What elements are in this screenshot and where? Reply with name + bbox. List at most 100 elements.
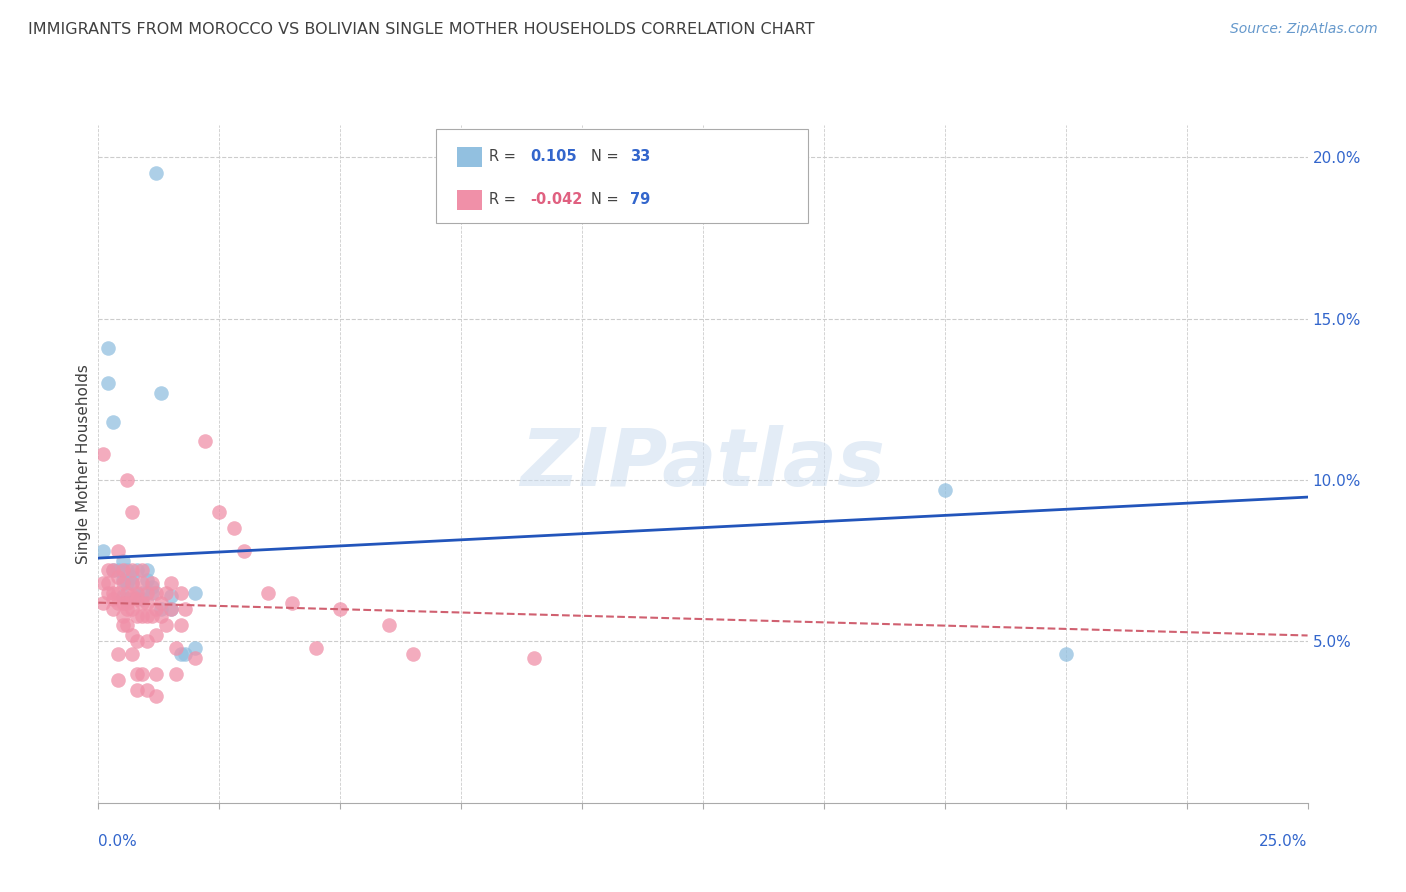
Point xyxy=(111,573,134,587)
Point xyxy=(165,666,187,681)
Point xyxy=(121,589,143,603)
Point xyxy=(111,554,134,568)
Point xyxy=(184,650,207,665)
Point xyxy=(169,586,191,600)
Point xyxy=(141,608,163,623)
Point xyxy=(208,505,231,519)
Point xyxy=(117,473,139,487)
Point xyxy=(194,434,217,449)
Point xyxy=(121,648,143,662)
Point xyxy=(141,580,163,594)
Point xyxy=(117,596,139,610)
Point xyxy=(145,166,167,180)
Text: IMMIGRANTS FROM MOROCCO VS BOLIVIAN SINGLE MOTHER HOUSEHOLDS CORRELATION CHART: IMMIGRANTS FROM MOROCCO VS BOLIVIAN SING… xyxy=(28,22,814,37)
Point xyxy=(101,602,124,616)
Point xyxy=(135,682,157,697)
Point xyxy=(101,586,124,600)
Point xyxy=(184,586,207,600)
Point xyxy=(145,628,167,642)
Point xyxy=(127,682,149,697)
Point xyxy=(329,602,352,616)
Text: N =: N = xyxy=(591,150,619,164)
Point xyxy=(127,608,149,623)
Point xyxy=(121,563,143,577)
Point xyxy=(121,570,143,584)
Point xyxy=(184,640,207,655)
Point xyxy=(101,592,124,607)
Point xyxy=(222,521,245,535)
Point xyxy=(160,589,183,603)
Point xyxy=(145,586,167,600)
Point xyxy=(135,563,157,577)
Point xyxy=(111,608,134,623)
Point xyxy=(377,618,399,632)
Point xyxy=(169,618,191,632)
Point xyxy=(131,596,153,610)
Point xyxy=(127,589,149,603)
Point xyxy=(117,586,139,600)
Point xyxy=(150,608,173,623)
Point xyxy=(305,640,328,655)
Point xyxy=(131,576,153,591)
Point xyxy=(97,576,120,591)
Point xyxy=(91,544,114,558)
Point xyxy=(101,563,124,577)
Text: -0.042: -0.042 xyxy=(530,193,582,207)
Point xyxy=(402,648,425,662)
Point xyxy=(135,596,157,610)
Text: N =: N = xyxy=(591,193,619,207)
Point xyxy=(97,586,120,600)
Text: ZIPatlas: ZIPatlas xyxy=(520,425,886,503)
Point xyxy=(91,596,114,610)
Text: 25.0%: 25.0% xyxy=(1260,834,1308,849)
Point xyxy=(111,576,134,591)
Point xyxy=(135,586,157,600)
Point xyxy=(127,592,149,607)
Point xyxy=(281,596,304,610)
Point xyxy=(97,563,120,577)
Point xyxy=(131,586,153,600)
Point xyxy=(934,483,956,497)
Point xyxy=(145,602,167,616)
Point xyxy=(174,648,197,662)
Point xyxy=(111,596,134,610)
Point xyxy=(101,563,124,577)
Point xyxy=(101,415,124,429)
Point xyxy=(107,586,129,600)
Text: Source: ZipAtlas.com: Source: ZipAtlas.com xyxy=(1230,22,1378,37)
Point xyxy=(131,666,153,681)
Point xyxy=(256,586,278,600)
Point xyxy=(232,544,254,558)
Point xyxy=(91,576,114,591)
Point xyxy=(127,666,149,681)
Point xyxy=(111,563,134,577)
Point xyxy=(121,628,143,642)
Point xyxy=(117,592,139,607)
Point xyxy=(150,596,173,610)
Point xyxy=(135,608,157,623)
Point xyxy=(117,576,139,591)
Point xyxy=(127,563,149,577)
Point xyxy=(150,602,173,616)
Point xyxy=(121,576,143,591)
Point xyxy=(121,505,143,519)
Point xyxy=(145,666,167,681)
Point xyxy=(131,592,153,607)
Point xyxy=(117,602,139,616)
Text: R =: R = xyxy=(489,150,516,164)
Legend: Immigrants from Morocco, Bolivians: Immigrants from Morocco, Bolivians xyxy=(522,889,884,892)
Point xyxy=(111,618,134,632)
Point xyxy=(121,576,143,591)
Point xyxy=(91,447,114,461)
Point xyxy=(131,608,153,623)
Point xyxy=(160,602,183,616)
Point xyxy=(97,341,120,355)
Y-axis label: Single Mother Households: Single Mother Households xyxy=(76,364,91,564)
Point xyxy=(107,544,129,558)
Point xyxy=(174,602,197,616)
Point xyxy=(97,376,120,391)
Point xyxy=(145,690,167,704)
Point xyxy=(117,563,139,577)
Point xyxy=(107,673,129,687)
Point xyxy=(523,650,546,665)
